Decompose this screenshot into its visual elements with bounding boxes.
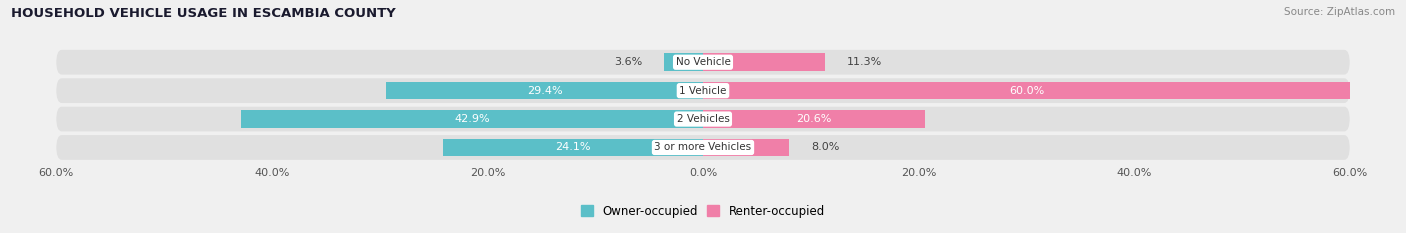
Text: 24.1%: 24.1% <box>555 142 591 152</box>
FancyBboxPatch shape <box>56 50 1350 75</box>
Bar <box>443 139 703 156</box>
Text: 20.6%: 20.6% <box>796 114 832 124</box>
Text: HOUSEHOLD VEHICLE USAGE IN ESCAMBIA COUNTY: HOUSEHOLD VEHICLE USAGE IN ESCAMBIA COUN… <box>11 7 396 20</box>
Bar <box>240 110 703 128</box>
Bar <box>703 82 1350 99</box>
FancyBboxPatch shape <box>56 107 1350 131</box>
Text: 3.6%: 3.6% <box>614 57 643 67</box>
Bar <box>703 53 825 71</box>
FancyBboxPatch shape <box>56 135 1350 160</box>
Text: No Vehicle: No Vehicle <box>675 57 731 67</box>
Bar <box>387 82 703 99</box>
Text: 29.4%: 29.4% <box>527 86 562 96</box>
Text: 2 Vehicles: 2 Vehicles <box>676 114 730 124</box>
Bar <box>664 53 703 71</box>
Bar <box>703 139 789 156</box>
Text: Source: ZipAtlas.com: Source: ZipAtlas.com <box>1284 7 1395 17</box>
Text: 42.9%: 42.9% <box>454 114 489 124</box>
Text: 1 Vehicle: 1 Vehicle <box>679 86 727 96</box>
Text: 8.0%: 8.0% <box>811 142 839 152</box>
FancyBboxPatch shape <box>56 78 1350 103</box>
Text: 11.3%: 11.3% <box>846 57 882 67</box>
Text: 3 or more Vehicles: 3 or more Vehicles <box>654 142 752 152</box>
Text: 60.0%: 60.0% <box>1008 86 1045 96</box>
Bar <box>703 110 925 128</box>
Legend: Owner-occupied, Renter-occupied: Owner-occupied, Renter-occupied <box>581 205 825 218</box>
